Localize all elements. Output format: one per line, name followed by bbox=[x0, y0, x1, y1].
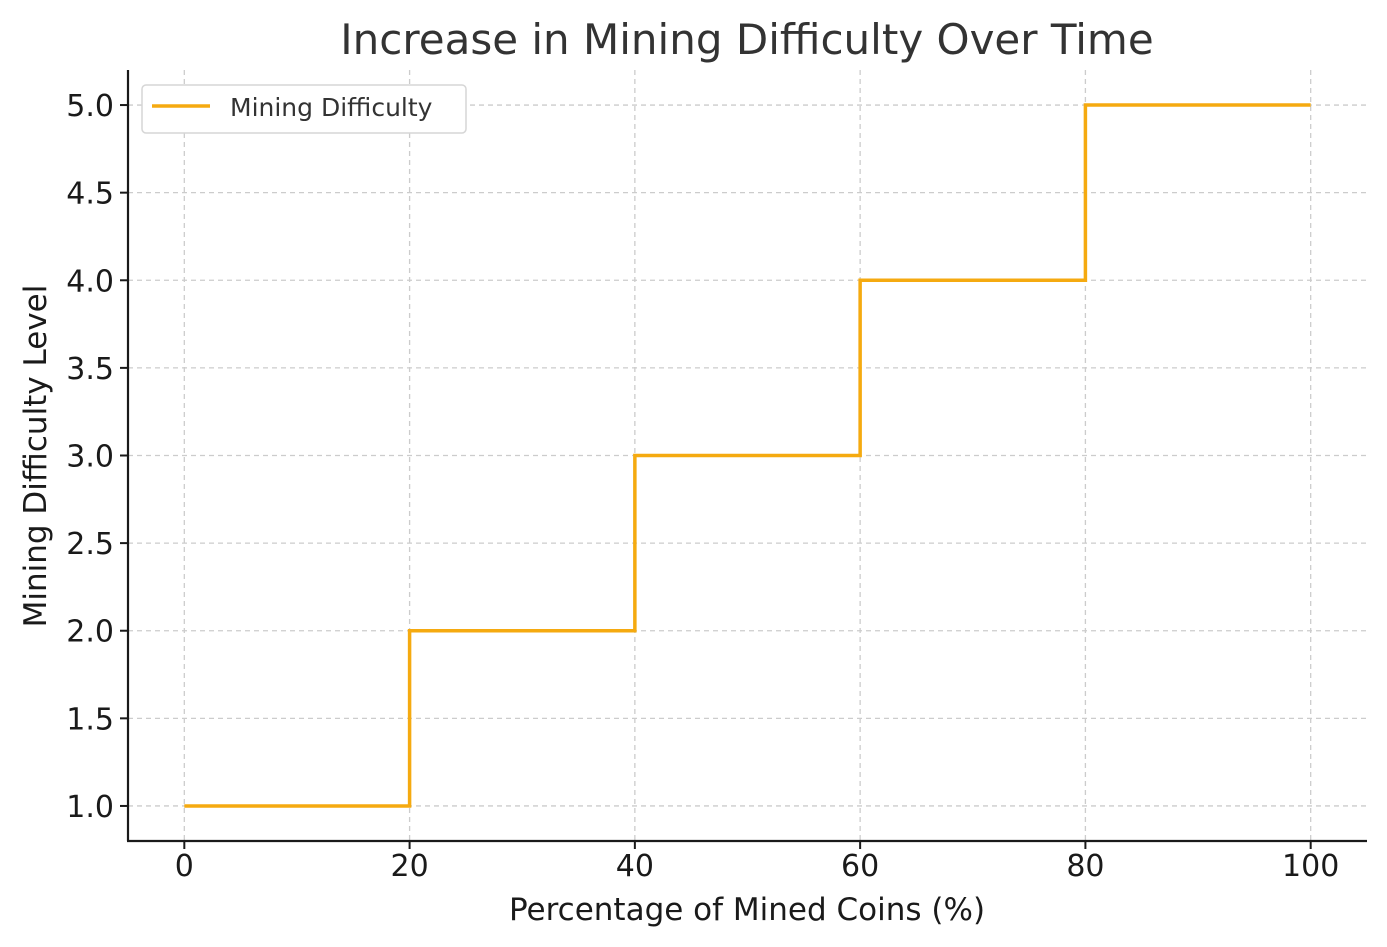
x-tick-label: 100 bbox=[1282, 849, 1339, 884]
legend: Mining Difficulty bbox=[141, 84, 467, 134]
y-tick-label: 3.5 bbox=[66, 352, 114, 387]
y-tick-label: 4.0 bbox=[66, 264, 114, 299]
legend-label-mining-difficulty: Mining Difficulty bbox=[230, 93, 433, 122]
series-layer bbox=[184, 103, 1311, 808]
chart-title: Increase in Mining Difficulty Over Time bbox=[340, 15, 1153, 64]
x-tick-label: 40 bbox=[616, 849, 654, 884]
y-tick-label: 4.5 bbox=[66, 177, 114, 212]
y-tick-label: 2.5 bbox=[66, 527, 114, 562]
y-tick-label: 2.0 bbox=[66, 615, 114, 650]
y-tick-label: 3.0 bbox=[66, 440, 114, 475]
y-tick-label: 5.0 bbox=[66, 89, 114, 124]
x-axis-label: Percentage of Mined Coins (%) bbox=[509, 892, 985, 928]
series-line-mining-difficulty bbox=[184, 103, 1311, 808]
x-tick-label: 20 bbox=[390, 849, 428, 884]
y-tick-label: 1.5 bbox=[66, 702, 114, 737]
x-tick-label: 60 bbox=[841, 849, 879, 884]
legend-box bbox=[141, 84, 467, 134]
x-tick-label: 80 bbox=[1066, 849, 1104, 884]
axis-ticks: 0 20 40 60 80 100 1.0 1.5 2.0 2.5 3.0 3.5 4.0 4.5 5.0 bbox=[66, 89, 1339, 884]
x-tick-label: 0 bbox=[175, 849, 194, 884]
y-tick-label: 1.0 bbox=[66, 790, 114, 825]
y-axis-label: Mining Difficulty Level bbox=[18, 285, 54, 628]
